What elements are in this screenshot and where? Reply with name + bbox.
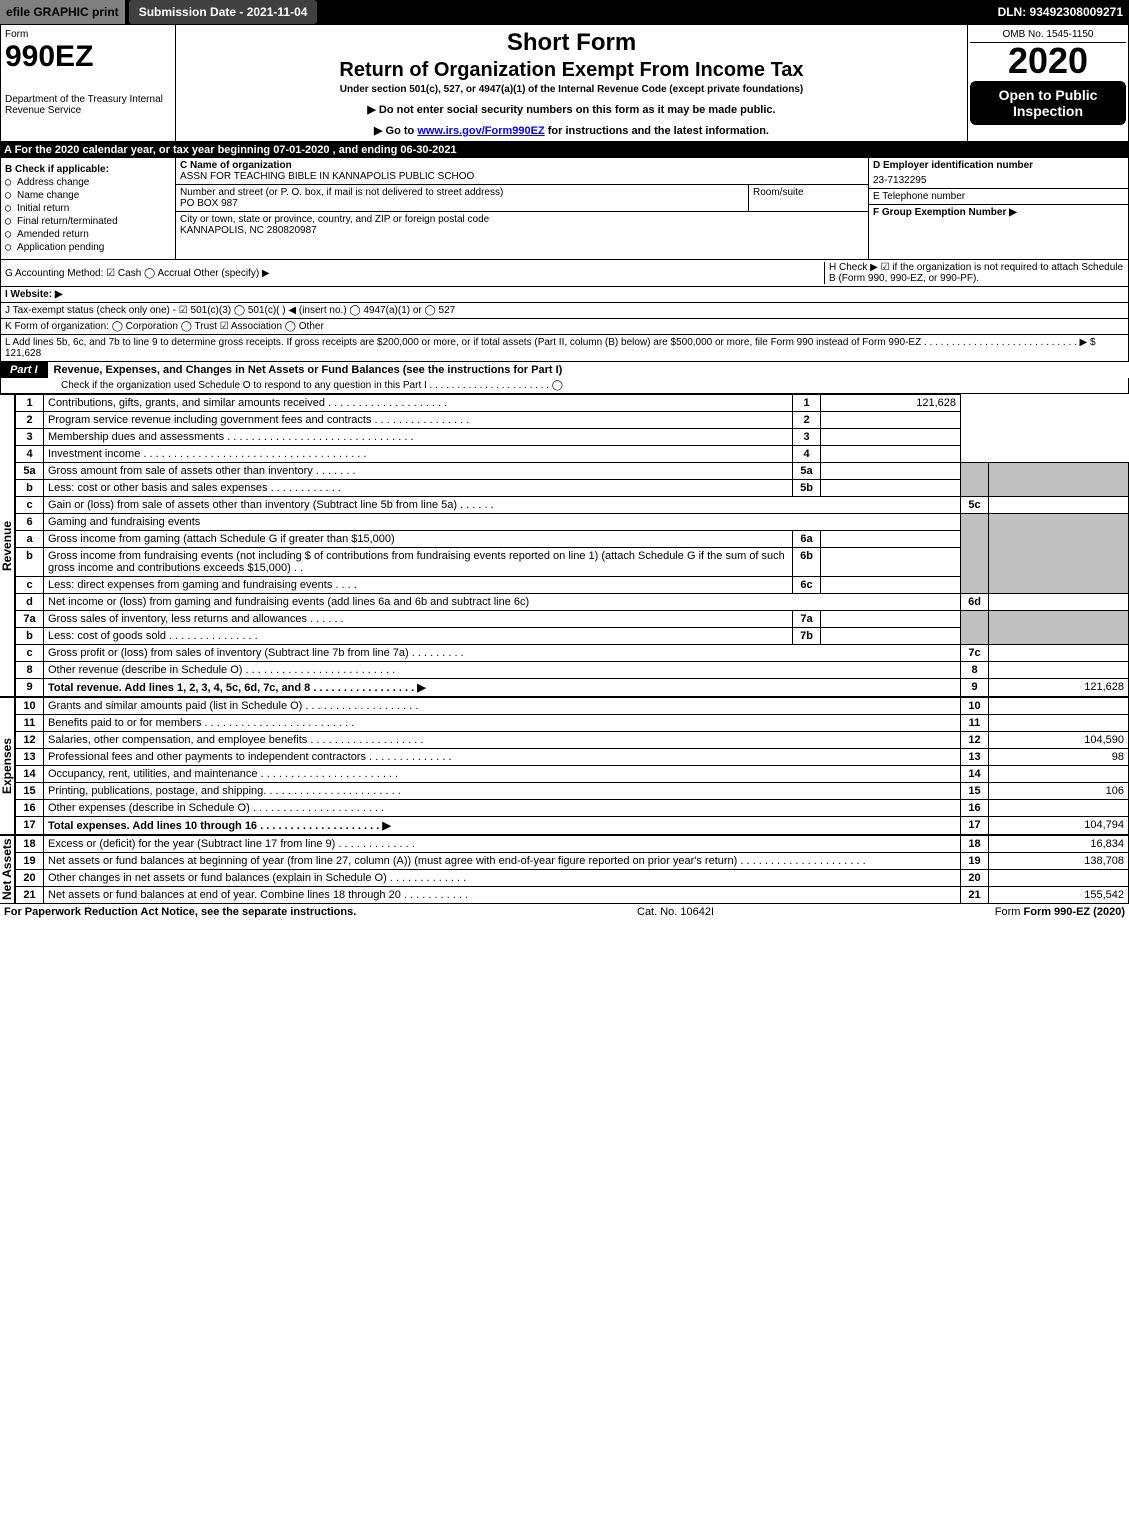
footer-left: For Paperwork Reduction Act Notice, see … bbox=[4, 906, 356, 918]
line-12: 12Salaries, other compensation, and empl… bbox=[16, 732, 1129, 749]
form-number: 990EZ bbox=[5, 40, 171, 74]
line-13: 13Professional fees and other payments t… bbox=[16, 749, 1129, 766]
revenue-label: Revenue bbox=[0, 394, 15, 697]
expenses-table: 10Grants and similar amounts paid (list … bbox=[15, 697, 1129, 835]
expenses-label: Expenses bbox=[0, 697, 15, 835]
line-j: J Tax-exempt status (check only one) - ☑… bbox=[0, 303, 1129, 319]
part1-check: Check if the organization used Schedule … bbox=[0, 378, 1129, 394]
line-6d: dNet income or (loss) from gaming and fu… bbox=[16, 594, 1129, 611]
line-10: 10Grants and similar amounts paid (list … bbox=[16, 698, 1129, 715]
open-public: Open to Public Inspection bbox=[970, 81, 1126, 125]
line-18: 18Excess or (deficit) for the year (Subt… bbox=[16, 836, 1129, 853]
room-label: Room/suite bbox=[753, 187, 804, 198]
line-14: 14Occupancy, rent, utilities, and mainte… bbox=[16, 766, 1129, 783]
header-right: OMB No. 1545-1150 2020 Open to Public In… bbox=[968, 25, 1128, 141]
section-c: C Name of organization ASSN FOR TEACHING… bbox=[176, 158, 868, 259]
footer-right: Form Form 990-EZ (2020) bbox=[995, 906, 1125, 918]
city: KANNAPOLIS, NC 280820987 bbox=[180, 225, 317, 236]
line-7a: 7aGross sales of inventory, less returns… bbox=[16, 611, 1129, 628]
f-label: F Group Exemption Number ▶ bbox=[873, 207, 1017, 218]
line-5a: 5aGross amount from sale of assets other… bbox=[16, 463, 1129, 480]
dept-treasury: Department of the Treasury Internal Reve… bbox=[5, 94, 171, 116]
line-g: G Accounting Method: ☑ Cash ◯ Accrual Ot… bbox=[5, 268, 818, 279]
chk-pending[interactable]: ◯ Application pending bbox=[5, 242, 171, 253]
header-center: Short Form Return of Organization Exempt… bbox=[176, 25, 968, 141]
section-def: D Employer identification number 23-7132… bbox=[868, 158, 1128, 259]
line-21: 21Net assets or fund balances at end of … bbox=[16, 887, 1129, 904]
efile-print[interactable]: efile GRAPHIC print bbox=[0, 0, 125, 24]
irs-link[interactable]: www.irs.gov/Form990EZ bbox=[417, 125, 544, 137]
chk-address[interactable]: ◯ Address change bbox=[5, 177, 171, 188]
street-label: Number and street (or P. O. box, if mail… bbox=[180, 187, 503, 198]
short-form-title: Short Form bbox=[180, 29, 963, 57]
c-label: C Name of organization bbox=[180, 160, 292, 171]
line-5c: cGain or (loss) from sale of assets othe… bbox=[16, 497, 1129, 514]
line-k: K Form of organization: ◯ Corporation ◯ … bbox=[0, 319, 1129, 335]
footer-mid: Cat. No. 10642I bbox=[637, 906, 714, 918]
netassets-label: Net Assets bbox=[0, 835, 15, 904]
ein: 23-7132295 bbox=[869, 173, 1128, 188]
b-title: B Check if applicable: bbox=[5, 164, 171, 175]
line-3: 3Membership dues and assessments . . . .… bbox=[16, 429, 1129, 446]
form-header: Form 990EZ Department of the Treasury In… bbox=[0, 24, 1129, 142]
line-2: 2Program service revenue including gover… bbox=[16, 412, 1129, 429]
part1-tag: Part I bbox=[0, 362, 48, 378]
submission-date: Submission Date - 2021-11-04 bbox=[129, 0, 318, 24]
row-gh: G Accounting Method: ☑ Cash ◯ Accrual Ot… bbox=[0, 260, 1129, 287]
city-label: City or town, state or province, country… bbox=[180, 214, 489, 225]
line-h: H Check ▶ ☑ if the organization is not r… bbox=[824, 262, 1124, 284]
line-11: 11Benefits paid to or for members . . . … bbox=[16, 715, 1129, 732]
line-8: 8Other revenue (describe in Schedule O) … bbox=[16, 662, 1129, 679]
line-15: 15Printing, publications, postage, and s… bbox=[16, 783, 1129, 800]
under-section: Under section 501(c), 527, or 4947(a)(1)… bbox=[180, 84, 963, 95]
goto-post: for instructions and the latest informat… bbox=[545, 125, 769, 137]
section-b: B Check if applicable: ◯ Address change … bbox=[1, 158, 176, 259]
part1-header: Part I Revenue, Expenses, and Changes in… bbox=[0, 362, 1129, 378]
goto-note: ▶ Go to www.irs.gov/Form990EZ for instru… bbox=[180, 124, 963, 137]
expenses-section: Expenses 10Grants and similar amounts pa… bbox=[0, 697, 1129, 835]
part1-title: Revenue, Expenses, and Changes in Net As… bbox=[48, 362, 569, 378]
goto-pre: ▶ Go to bbox=[374, 125, 417, 137]
line-l: L Add lines 5b, 6c, and 7b to line 9 to … bbox=[0, 335, 1129, 362]
chk-initial[interactable]: ◯ Initial return bbox=[5, 203, 171, 214]
line-a: A For the 2020 calendar year, or tax yea… bbox=[0, 142, 1129, 158]
top-bar: efile GRAPHIC print Submission Date - 20… bbox=[0, 0, 1129, 24]
d-label: D Employer identification number bbox=[869, 158, 1128, 173]
revenue-section: Revenue 1Contributions, gifts, grants, a… bbox=[0, 394, 1129, 697]
dln: DLN: 93492308009271 bbox=[992, 5, 1129, 19]
header-left: Form 990EZ Department of the Treasury In… bbox=[1, 25, 176, 141]
line-20: 20Other changes in net assets or fund ba… bbox=[16, 870, 1129, 887]
chk-amended[interactable]: ◯ Amended return bbox=[5, 229, 171, 240]
line-7c: cGross profit or (loss) from sales of in… bbox=[16, 645, 1129, 662]
info-grid: B Check if applicable: ◯ Address change … bbox=[0, 158, 1129, 260]
street: PO BOX 987 bbox=[180, 198, 238, 209]
netassets-table: 18Excess or (deficit) for the year (Subt… bbox=[15, 835, 1129, 904]
line-4: 4Investment income . . . . . . . . . . .… bbox=[16, 446, 1129, 463]
netassets-section: Net Assets 18Excess or (deficit) for the… bbox=[0, 835, 1129, 904]
revenue-table: 1Contributions, gifts, grants, and simil… bbox=[15, 394, 1129, 697]
line-19: 19Net assets or fund balances at beginni… bbox=[16, 853, 1129, 870]
line-9: 9Total revenue. Add lines 1, 2, 3, 4, 5c… bbox=[16, 679, 1129, 697]
line-1: 1Contributions, gifts, grants, and simil… bbox=[16, 395, 1129, 412]
line-i: I Website: ▶ bbox=[0, 287, 1129, 303]
return-title: Return of Organization Exempt From Incom… bbox=[180, 59, 963, 82]
chk-name[interactable]: ◯ Name change bbox=[5, 190, 171, 201]
tax-year: 2020 bbox=[970, 43, 1126, 79]
chk-final[interactable]: ◯ Final return/terminated bbox=[5, 216, 171, 227]
line-6: 6Gaming and fundraising events bbox=[16, 514, 1129, 531]
org-name: ASSN FOR TEACHING BIBLE IN KANNAPOLIS PU… bbox=[180, 171, 474, 182]
line-16: 16Other expenses (describe in Schedule O… bbox=[16, 800, 1129, 817]
line-17: 17Total expenses. Add lines 10 through 1… bbox=[16, 817, 1129, 835]
e-label: E Telephone number bbox=[869, 188, 1128, 204]
form-label: Form bbox=[5, 29, 171, 40]
footer: For Paperwork Reduction Act Notice, see … bbox=[0, 904, 1129, 920]
ssn-note: ▶ Do not enter social security numbers o… bbox=[180, 103, 963, 116]
